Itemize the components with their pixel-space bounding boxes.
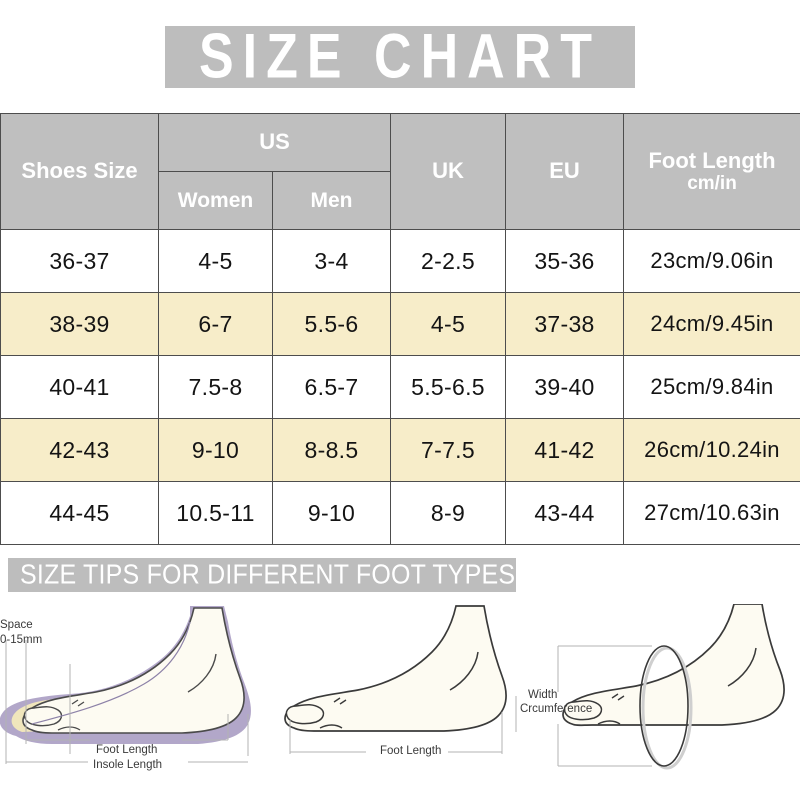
table-body: 36-37 4-5 3-4 2-2.5 35-36 23cm/9.06in 38…	[0, 229, 800, 545]
cell-shoes-size: 36-37	[0, 229, 159, 293]
circumference-ellipse-shadow	[641, 646, 693, 770]
cell-us-women: 7.5-8	[158, 355, 273, 419]
foot-diagrams: Space 0-15mm Foot Length Insole Length F…	[0, 604, 800, 800]
table-header: Shoes Size US UK EU Foot Length cm/in Wo…	[0, 113, 800, 230]
cell-foot-length: 24cm/9.45in	[623, 292, 800, 356]
cell-us-women: 6-7	[158, 292, 273, 356]
header-us-men: Men	[272, 171, 391, 230]
cell-eu: 39-40	[505, 355, 624, 419]
cell-us-men: 3-4	[272, 229, 391, 293]
circumference-ellipse	[639, 645, 689, 767]
big-toe-shape	[285, 704, 325, 725]
foot-shape	[284, 605, 507, 732]
cell-us-men: 6.5-7	[272, 355, 391, 419]
cell-shoes-size: 38-39	[0, 292, 159, 356]
toe-lines	[71, 699, 85, 707]
cell-uk: 4-5	[390, 292, 506, 356]
foot-shape	[22, 607, 245, 734]
tips-title: SIZE TIPS FOR DIFFERENT FOOT TYPES	[20, 559, 516, 590]
cell-eu: 41-42	[505, 418, 624, 482]
diagram-foot-width-circumference: Width Crcumference	[520, 604, 800, 800]
label-insole-length: Insole Length	[93, 759, 163, 771]
cell-us-women: 4-5	[158, 229, 273, 293]
tips-section: SIZE TIPS FOR DIFFERENT FOOT TYPES	[0, 558, 800, 602]
cell-us-men: 8-8.5	[272, 418, 391, 482]
foot-shape	[562, 604, 785, 727]
header-foot-length: Foot Length cm/in	[623, 113, 800, 230]
header-uk: UK	[390, 113, 506, 230]
label-foot-length-1: Foot Length	[96, 744, 158, 756]
table-row: 38-39 6-7 5.5-6 4-5 37-38 24cm/9.45in	[0, 292, 800, 356]
cell-eu: 37-38	[505, 292, 624, 356]
big-toe-shape	[563, 700, 603, 721]
cell-foot-length: 23cm/9.06in	[623, 229, 800, 293]
cell-foot-length: 26cm/10.24in	[623, 418, 800, 482]
cell-us-women: 9-10	[158, 418, 273, 482]
size-chart-table-wrapper: Shoes Size US UK EU Foot Length cm/in Wo…	[0, 113, 800, 545]
ankle-crease	[727, 647, 757, 687]
cell-uk: 7-7.5	[390, 418, 506, 482]
table-row: 36-37 4-5 3-4 2-2.5 35-36 23cm/9.06in	[0, 229, 800, 293]
table-row: 42-43 9-10 8-8.5 7-7.5 41-42 26cm/10.24i…	[0, 418, 800, 482]
header-foot-length-label: Foot Length	[648, 147, 776, 173]
insole-line	[31, 621, 191, 725]
title-section: SIZE CHART	[0, 0, 800, 113]
cell-us-women: 10.5-11	[158, 481, 273, 545]
header-eu: EU	[505, 113, 624, 230]
ankle-crease	[187, 653, 217, 693]
cell-uk: 2-2.5	[390, 229, 506, 293]
cell-us-men: 9-10	[272, 481, 391, 545]
cell-shoes-size: 40-41	[0, 355, 159, 419]
header-us-women: Women	[158, 171, 273, 230]
label-foot-length-2: Foot Length	[380, 745, 442, 757]
bare-foot-illustration	[284, 605, 517, 754]
header-us: US	[158, 113, 391, 172]
big-toe-shape	[23, 706, 63, 727]
cell-shoes-size: 44-45	[0, 481, 159, 545]
cell-uk: 8-9	[390, 481, 506, 545]
label-width: Width	[528, 689, 558, 701]
label-circumference: Crcumference	[520, 703, 593, 715]
cell-eu: 43-44	[505, 481, 624, 545]
size-chart-table: Shoes Size US UK EU Foot Length cm/in Wo…	[0, 113, 800, 545]
table-row: 40-41 7.5-8 6.5-7 5.5-6.5 39-40 25cm/9.8…	[0, 355, 800, 419]
diagram-foot-in-shoe: Space 0-15mm Foot Length Insole Length	[0, 604, 268, 800]
cell-us-men: 5.5-6	[272, 292, 391, 356]
foot-in-shoe-illustration	[0, 606, 251, 764]
toe-crease	[597, 720, 621, 725]
toe-lines	[333, 697, 347, 705]
diagram-bare-foot-length: Foot Length	[270, 604, 538, 800]
page-title: SIZE CHART	[199, 21, 601, 92]
cell-eu: 35-36	[505, 229, 624, 293]
cell-foot-length: 25cm/9.84in	[623, 355, 800, 419]
cell-uk: 5.5-6.5	[390, 355, 506, 419]
header-shoes-size: Shoes Size	[0, 113, 159, 230]
header-foot-length-unit: cm/in	[687, 173, 737, 195]
cell-foot-length: 27cm/10.63in	[623, 481, 800, 545]
label-space: Space 0-15mm	[0, 618, 42, 647]
foot-width-illustration	[557, 604, 785, 770]
tips-banner: SIZE TIPS FOR DIFFERENT FOOT TYPES	[8, 558, 516, 592]
table-row: 44-45 10.5-11 9-10 8-9 43-44 27cm/10.63i…	[0, 481, 800, 545]
cell-shoes-size: 42-43	[0, 418, 159, 482]
label-space-title: Space	[0, 619, 33, 631]
label-space-value: 0-15mm	[0, 633, 43, 646]
toe-crease	[319, 724, 343, 729]
ankle-crease	[449, 651, 479, 691]
toe-lines	[611, 693, 625, 701]
title-banner: SIZE CHART	[165, 21, 635, 92]
